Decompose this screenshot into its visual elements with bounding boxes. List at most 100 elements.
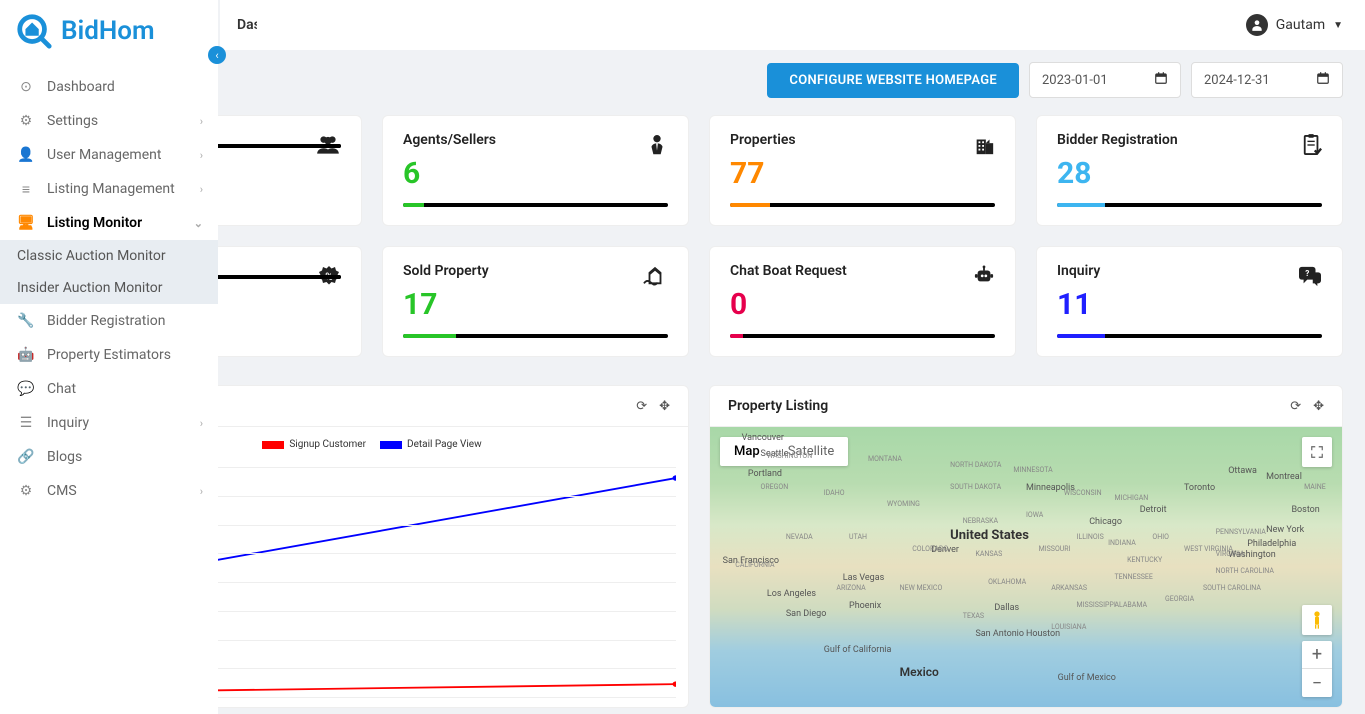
- refresh-icon[interactable]: ⟳: [636, 399, 647, 414]
- sidebar-collapse-button[interactable]: ‹: [208, 46, 226, 64]
- map-state-label: SOUTH CAROLINA: [1203, 584, 1261, 592]
- map-body: Map Satellite + − United StatesMexicoGul…: [710, 427, 1342, 707]
- stat-card-sold-property[interactable]: Sold Property17: [382, 246, 689, 357]
- sidebar: BidHom ‹ ⊙Dashboard⚙Settings›👤User Manag…: [0, 0, 218, 714]
- map-state-label: WISCONSIN: [1064, 489, 1102, 497]
- chart-point: [672, 475, 676, 481]
- stat-value: 0: [730, 287, 995, 322]
- date-from-value: 2023-01-01: [1042, 73, 1108, 88]
- map-label: Las Vegas: [843, 573, 885, 583]
- map-label: United States: [950, 528, 1029, 543]
- sidebar-item-chat[interactable]: 💬 Chat: [0, 372, 218, 406]
- stat-card-agents-sellers[interactable]: Agents/Sellers 6: [382, 115, 689, 226]
- map-state-label: INDIANA: [1108, 539, 1136, 547]
- nav-icon: ⚙: [15, 112, 37, 130]
- map-fullscreen-button[interactable]: [1302, 437, 1332, 467]
- map-state-label: MAINE: [1304, 483, 1326, 491]
- map-state-label: OREGON: [761, 483, 789, 491]
- sidebar-item-blogs[interactable]: 🔗Blogs: [0, 440, 218, 474]
- sidebar-subitem-classic-auction-monitor[interactable]: Classic Auction Monitor: [0, 240, 218, 272]
- sidebar-nav: ⊙ Dashboard ⚙ Settings › 👤User Management›≡Li…: [0, 70, 218, 508]
- sidebar-item-dashboard[interactable]: ⊙ Dashboard: [0, 70, 218, 104]
- map[interactable]: Map Satellite + − United StatesMexicoGul…: [710, 427, 1342, 707]
- map-state-label: TENNESSEE: [1114, 573, 1152, 581]
- map-label: Ottawa: [1228, 466, 1257, 476]
- sidebar-item-listing-management[interactable]: ≡Listing Management›: [0, 172, 218, 206]
- map-state-label: SOUTH DAKOTA: [950, 483, 1001, 491]
- chevron-icon: ›: [200, 417, 203, 430]
- sidebar-item-settings[interactable]: ⚙Settings›: [0, 104, 218, 138]
- map-state-label: OHIO: [1152, 533, 1169, 541]
- stat-value: 11: [1057, 287, 1322, 322]
- map-state-label: MINNESOTA: [1013, 466, 1052, 474]
- move-icon[interactable]: ✥: [659, 399, 670, 414]
- refresh-icon[interactable]: ⟳: [1290, 399, 1301, 414]
- chevron-icon: ⌄: [194, 217, 203, 230]
- svg-text:?: ?: [1305, 269, 1309, 279]
- sidebar-subitem-insider-auction-monitor[interactable]: Insider Auction Monitor: [0, 272, 218, 304]
- map-state-label: NORTH DAKOTA: [950, 461, 1001, 469]
- user-name: Gautam: [1276, 17, 1325, 33]
- nav-icon: 🔧: [15, 312, 37, 330]
- stat-card-inquiry[interactable]: Inquiry11?: [1036, 246, 1343, 357]
- map-pegman-button[interactable]: [1302, 605, 1332, 635]
- nav-icon: ☰: [15, 414, 37, 432]
- date-to-value: 2024-12-31: [1204, 73, 1270, 88]
- stat-value: 6: [403, 156, 668, 191]
- map-panel: Property Listing ⟳ ✥ Map Satellite +: [709, 385, 1343, 708]
- map-zoom-in-button[interactable]: +: [1302, 641, 1332, 669]
- map-label: Dallas: [994, 603, 1019, 613]
- stat-value: 17: [403, 287, 668, 322]
- move-icon[interactable]: ✥: [1313, 399, 1324, 414]
- map-zoom-out-button[interactable]: −: [1302, 669, 1332, 697]
- stat-card-bidder-registration[interactable]: Bidder Registration28: [1036, 115, 1343, 226]
- nav-label: Dashboard: [47, 79, 115, 95]
- map-state-label: UTAH: [849, 533, 867, 541]
- map-label: Vancouver: [742, 433, 784, 443]
- date-to-input[interactable]: 2024-12-31: [1191, 62, 1343, 98]
- stat-card-properties[interactable]: Properties77: [709, 115, 1016, 226]
- sidebar-item-listing-monitor[interactable]: 🖥Listing Monitor⌄: [0, 206, 218, 240]
- map-panel-header: Property Listing ⟳ ✥: [710, 386, 1342, 427]
- brand-name: BidHom: [61, 16, 155, 46]
- badge-icon: %: [317, 265, 341, 295]
- sidebar-item-user-management[interactable]: 👤User Management›: [0, 138, 218, 172]
- map-label: Gulf of California: [824, 645, 892, 655]
- robot-icon: [973, 265, 995, 291]
- nav-label: Chat: [47, 381, 76, 397]
- nav-label: Settings: [47, 113, 98, 129]
- nav-icon: 💬: [15, 380, 37, 398]
- map-state-label: LOUISIANA: [1051, 623, 1086, 631]
- map-state-label: MISSISSIPPI: [1077, 601, 1116, 609]
- stat-label: Agents/Sellers: [403, 132, 668, 148]
- map-state-label: NORTH CAROLINA: [1216, 567, 1274, 575]
- configure-homepage-button[interactable]: CONFIGURE WEBSITE HOMEPAGE: [767, 63, 1019, 98]
- page-title: Dashboard: [237, 17, 257, 33]
- stat-progress-bar: [1057, 334, 1322, 338]
- logo: BidHom: [0, 0, 218, 70]
- question-icon: ?: [1298, 265, 1322, 293]
- user-menu[interactable]: Gautam ▼: [1246, 14, 1343, 36]
- map-label: Los Angeles: [767, 589, 816, 599]
- map-state-label: WASHINGTON: [767, 452, 812, 460]
- date-from-input[interactable]: 2023-01-01: [1029, 62, 1181, 98]
- sidebar-item-cms[interactable]: ⚙CMS›: [0, 474, 218, 508]
- logo-icon: [15, 12, 53, 50]
- map-state-label: NEBRASKA: [963, 517, 998, 525]
- sidebar-item-inquiry[interactable]: ☰Inquiry›: [0, 406, 218, 440]
- map-state-label: OKLAHOMA: [988, 578, 1026, 586]
- map-zoom-controls: + −: [1302, 641, 1332, 697]
- nav-icon: ⊙: [15, 78, 37, 96]
- sidebar-item-property-estimators[interactable]: 🤖Property Estimators: [0, 338, 218, 372]
- nav-label: Listing Management: [47, 181, 175, 197]
- map-state-label: WEST VIRGINIA: [1184, 545, 1233, 553]
- sidebar-item-bidder-registration[interactable]: 🔧Bidder Registration: [0, 304, 218, 338]
- chart-point: [672, 681, 676, 687]
- stat-progress-bar: [730, 334, 995, 338]
- map-label: Detroit: [1140, 505, 1167, 515]
- nav-icon: 🤖: [15, 346, 37, 364]
- map-state-label: PENNSYLVANIA: [1216, 528, 1266, 536]
- map-state-label: ILLINOIS: [1077, 533, 1104, 541]
- stat-card-chat-boat-request[interactable]: Chat Boat Request0: [709, 246, 1016, 357]
- nav-label: Blogs: [47, 449, 82, 465]
